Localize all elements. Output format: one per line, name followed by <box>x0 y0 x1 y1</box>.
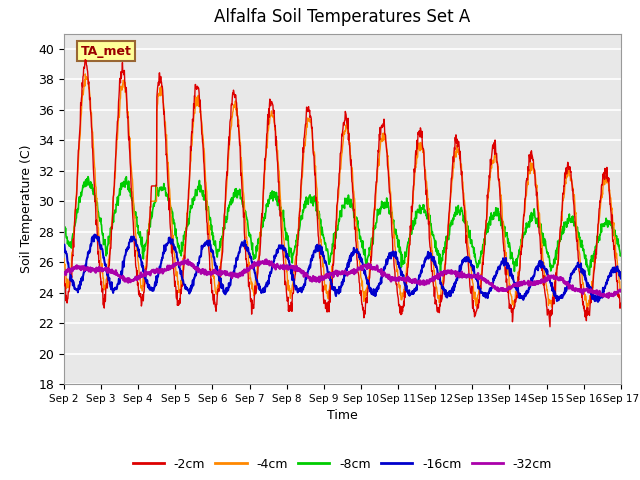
X-axis label: Time: Time <box>327 409 358 422</box>
-2cm <box>81 57 89 62</box>
Title: Alfalfa Soil Temperatures Set A: Alfalfa Soil Temperatures Set A <box>214 9 470 26</box>
Line: -4cm: -4cm <box>64 74 621 309</box>
-32cm <box>502 287 509 292</box>
-32cm <box>184 257 191 263</box>
-2cm <box>246 298 254 304</box>
-2cm <box>502 265 509 271</box>
-32cm <box>170 263 178 269</box>
-4cm <box>551 276 559 282</box>
-2cm <box>552 291 559 297</box>
-8cm <box>586 272 593 278</box>
-8cm <box>171 220 179 226</box>
-4cm <box>81 71 89 77</box>
-16cm <box>91 232 99 238</box>
Y-axis label: Soil Temperature (C): Soil Temperature (C) <box>20 144 33 273</box>
-4cm <box>171 253 179 259</box>
-8cm <box>60 223 68 229</box>
-32cm <box>605 295 612 300</box>
-32cm <box>262 257 270 263</box>
Line: -8cm: -8cm <box>64 177 621 275</box>
-4cm <box>584 306 591 312</box>
-8cm <box>84 174 92 180</box>
Line: -2cm: -2cm <box>64 60 621 327</box>
-32cm <box>60 270 68 276</box>
-8cm <box>502 232 509 238</box>
-8cm <box>551 255 559 261</box>
Line: -32cm: -32cm <box>64 260 621 298</box>
-2cm <box>546 324 554 330</box>
-4cm <box>184 197 192 203</box>
-16cm <box>617 276 625 281</box>
-4cm <box>617 288 625 294</box>
-16cm <box>246 253 254 259</box>
-16cm <box>429 256 437 262</box>
-32cm <box>246 264 254 269</box>
-4cm <box>60 256 68 262</box>
-2cm <box>171 283 179 289</box>
-8cm <box>429 233 437 239</box>
-8cm <box>246 232 254 238</box>
-2cm <box>184 198 192 204</box>
-32cm <box>429 275 437 280</box>
-8cm <box>184 216 192 222</box>
-16cm <box>184 288 192 294</box>
-32cm <box>551 275 559 281</box>
-2cm <box>60 274 68 279</box>
Line: -16cm: -16cm <box>64 235 621 302</box>
Legend: -2cm, -4cm, -8cm, -16cm, -32cm: -2cm, -4cm, -8cm, -16cm, -32cm <box>127 453 557 476</box>
-2cm <box>429 279 437 285</box>
-16cm <box>60 242 68 248</box>
-4cm <box>502 250 509 255</box>
-4cm <box>246 275 254 281</box>
-16cm <box>551 290 559 296</box>
-16cm <box>594 299 602 305</box>
-16cm <box>171 247 179 252</box>
-2cm <box>617 300 625 306</box>
-8cm <box>617 251 625 257</box>
-32cm <box>617 288 625 294</box>
-4cm <box>429 261 437 267</box>
Text: TA_met: TA_met <box>81 45 132 58</box>
-16cm <box>502 255 509 261</box>
